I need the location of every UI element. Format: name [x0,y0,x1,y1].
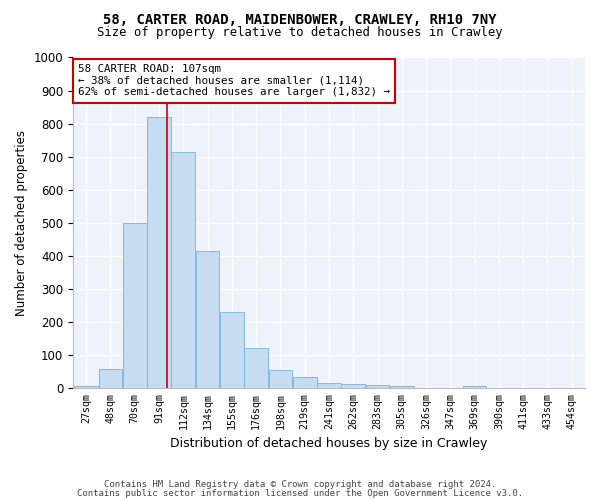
Bar [390,386,413,388]
Bar [147,117,171,388]
X-axis label: Distribution of detached houses by size in Crawley: Distribution of detached houses by size … [170,437,488,450]
Bar [244,348,268,388]
Bar [220,312,244,388]
Y-axis label: Number of detached properties: Number of detached properties [15,130,28,316]
Text: Contains HM Land Registry data © Crown copyright and database right 2024.: Contains HM Land Registry data © Crown c… [104,480,496,489]
Bar [293,377,317,388]
Text: Size of property relative to detached houses in Crawley: Size of property relative to detached ho… [97,26,503,39]
Text: Contains public sector information licensed under the Open Government Licence v3: Contains public sector information licen… [77,488,523,498]
Bar [74,386,98,388]
Bar [269,370,292,388]
Bar [98,369,122,388]
Bar [196,250,220,388]
Bar [463,386,487,388]
Bar [341,384,365,388]
Bar [172,152,195,388]
Bar [123,222,146,388]
Bar [365,384,389,388]
Text: 58 CARTER ROAD: 107sqm
← 38% of detached houses are smaller (1,114)
62% of semi-: 58 CARTER ROAD: 107sqm ← 38% of detached… [78,64,390,98]
Text: 58, CARTER ROAD, MAIDENBOWER, CRAWLEY, RH10 7NY: 58, CARTER ROAD, MAIDENBOWER, CRAWLEY, R… [103,12,497,26]
Bar [317,383,341,388]
